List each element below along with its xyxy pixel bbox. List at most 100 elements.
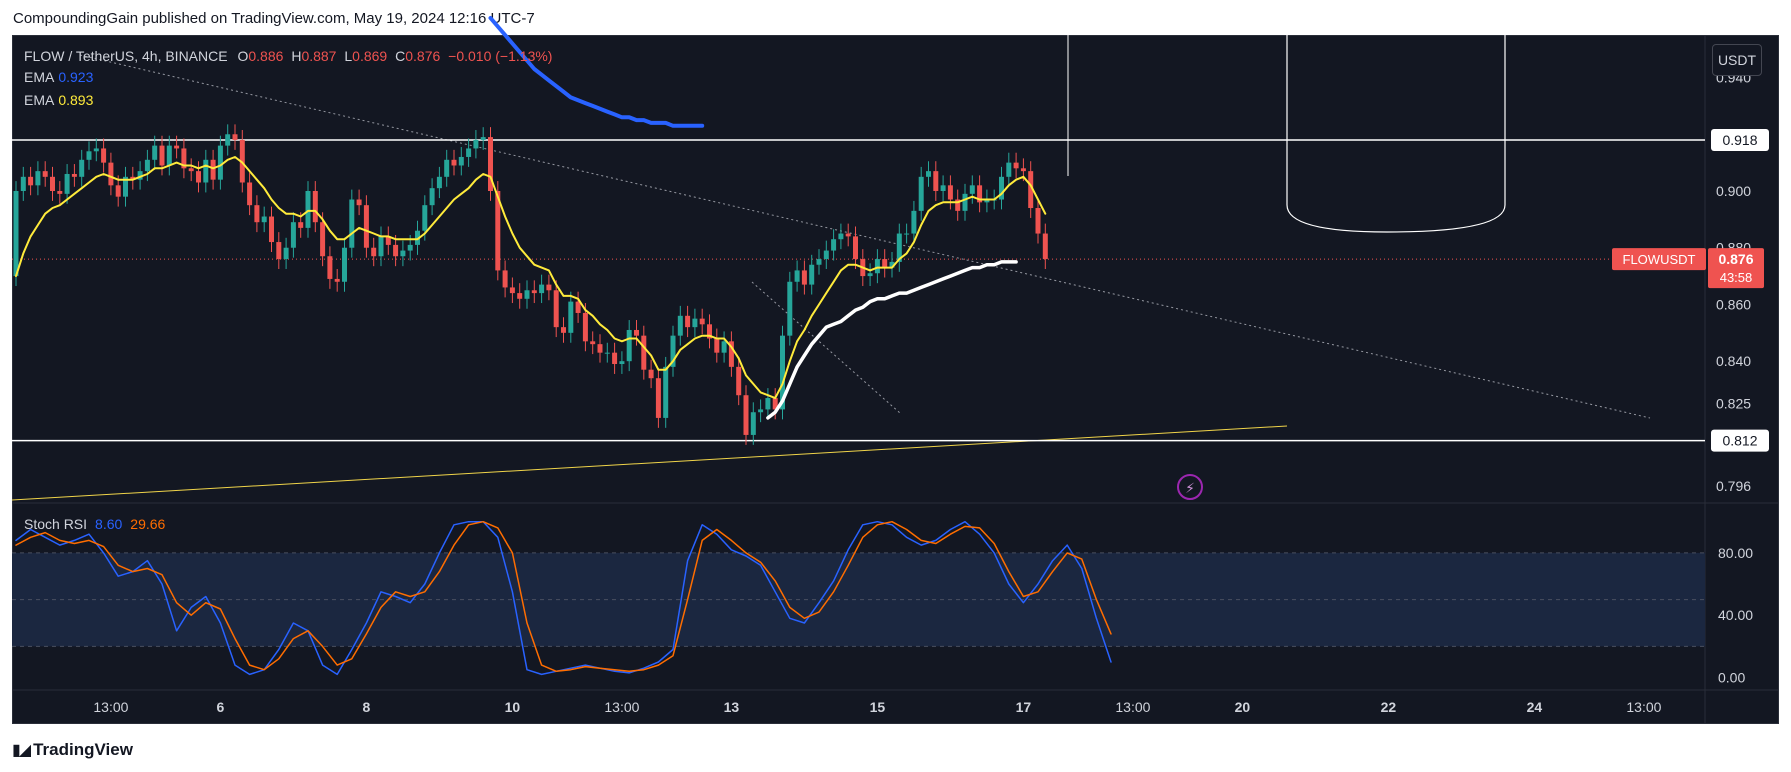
candle-body bbox=[524, 290, 530, 299]
candle-body bbox=[626, 329, 632, 362]
symbol-price-tag-label: FLOWUSDT bbox=[1623, 252, 1696, 267]
ema2-label: EMA bbox=[24, 92, 55, 108]
bar-countdown: 43:58 bbox=[1720, 270, 1753, 285]
level-tag-label: 0.812 bbox=[1722, 433, 1757, 449]
ema-slow-line bbox=[488, 16, 705, 128]
candle-body bbox=[984, 199, 990, 203]
candle-body bbox=[108, 162, 114, 186]
ema1-label: EMA bbox=[24, 69, 55, 85]
candle-body bbox=[604, 352, 610, 354]
time-axis-label: 24 bbox=[1527, 699, 1543, 715]
time-axis-label: 10 bbox=[505, 699, 521, 715]
price-tick-label: 0.825 bbox=[1716, 396, 1751, 412]
candle-body bbox=[458, 156, 464, 166]
candle-body bbox=[298, 222, 304, 228]
candle-body bbox=[261, 216, 267, 223]
candle-body bbox=[225, 134, 231, 146]
candle-body bbox=[20, 176, 26, 191]
candle-body bbox=[969, 185, 975, 194]
candle-body bbox=[363, 205, 369, 248]
candle-body bbox=[780, 335, 785, 410]
candle-body bbox=[838, 233, 844, 240]
candle-body bbox=[393, 244, 399, 257]
candle-body bbox=[181, 148, 187, 169]
time-axis-label: 20 bbox=[1235, 699, 1251, 715]
candle-body bbox=[612, 352, 618, 365]
level-tag-box bbox=[1711, 429, 1769, 452]
candle-body bbox=[371, 247, 377, 257]
time-axis-label: 15 bbox=[870, 699, 886, 715]
legend-ema-1: EMA 0.923 bbox=[24, 69, 93, 85]
candle-body bbox=[918, 176, 924, 211]
candle-body bbox=[174, 145, 180, 149]
candle-body bbox=[845, 233, 851, 237]
candle-body bbox=[911, 210, 917, 234]
price-tick-label: 0.900 bbox=[1716, 183, 1751, 199]
candle-body bbox=[159, 145, 165, 166]
candle-body bbox=[882, 259, 888, 268]
legend-h-label: H bbox=[291, 48, 302, 64]
legend-change: −0.010 (−1.13%) bbox=[448, 48, 553, 64]
candle-body bbox=[196, 171, 201, 183]
time-axis-label: 13:00 bbox=[1115, 699, 1150, 715]
annotation-cup-shape bbox=[1286, 35, 1506, 233]
candle-body bbox=[714, 338, 720, 353]
candle-body bbox=[831, 239, 837, 251]
candle-body bbox=[685, 315, 691, 328]
candle-body bbox=[663, 366, 669, 418]
candle-body bbox=[42, 171, 48, 177]
candle-body bbox=[1042, 233, 1048, 260]
candle-body bbox=[305, 191, 311, 228]
candle-body bbox=[356, 199, 362, 206]
candle-body bbox=[575, 301, 581, 313]
candle-body bbox=[86, 151, 92, 160]
candle-body bbox=[721, 341, 727, 353]
ema2-value: 0.893 bbox=[58, 92, 94, 108]
currency-button[interactable]: USDT bbox=[1712, 44, 1762, 76]
candle-body bbox=[71, 173, 77, 177]
candle-body bbox=[546, 284, 552, 291]
candle-body bbox=[670, 335, 676, 367]
legend-close: 0.876 bbox=[405, 48, 441, 64]
candle-body bbox=[692, 318, 698, 328]
candle-body bbox=[451, 159, 457, 166]
legend-symbol: FLOW / TetherUS, 4h, BINANCE bbox=[24, 48, 228, 64]
time-axis-label: 6 bbox=[217, 699, 225, 715]
candle-body bbox=[750, 412, 756, 435]
candle-body bbox=[896, 233, 902, 262]
candle-body bbox=[736, 366, 742, 396]
candle-body bbox=[772, 398, 778, 410]
candle-body bbox=[816, 259, 822, 265]
legend-low: 0.869 bbox=[352, 48, 388, 64]
tradingview-logo-icon: ▮◢ bbox=[12, 742, 31, 759]
legend-o-label: O bbox=[237, 48, 249, 64]
candle-body bbox=[254, 205, 260, 223]
time-axis-label: 17 bbox=[1016, 699, 1032, 715]
ascending-support-line bbox=[11, 425, 1288, 501]
candle-body bbox=[57, 191, 63, 194]
candle-body bbox=[444, 159, 450, 177]
short-trendline bbox=[751, 281, 901, 414]
candle-body bbox=[247, 182, 253, 206]
candle-body bbox=[115, 185, 121, 197]
candle-body bbox=[999, 176, 1004, 200]
candle-body bbox=[787, 281, 793, 336]
candle-body bbox=[874, 259, 880, 274]
candle-body bbox=[385, 236, 391, 245]
candle-body bbox=[619, 361, 625, 365]
candle-body bbox=[232, 134, 238, 140]
candle-body bbox=[743, 395, 749, 435]
candle-body bbox=[809, 264, 815, 285]
event-circle bbox=[1177, 474, 1203, 500]
candle-body bbox=[342, 247, 347, 282]
candle-body bbox=[590, 341, 596, 345]
candle-body bbox=[35, 171, 41, 186]
legend-c-label: C bbox=[395, 48, 406, 64]
time-axis-label: 13:00 bbox=[93, 699, 128, 715]
tradingview-logo[interactable]: ▮◢ TradingView bbox=[12, 740, 133, 760]
candle-body bbox=[641, 335, 647, 370]
candle-body bbox=[144, 159, 150, 172]
candle-body bbox=[1035, 208, 1041, 234]
candle-body bbox=[1006, 162, 1012, 177]
